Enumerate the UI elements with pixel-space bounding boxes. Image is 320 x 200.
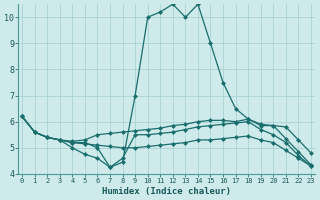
- X-axis label: Humidex (Indice chaleur): Humidex (Indice chaleur): [102, 187, 231, 196]
